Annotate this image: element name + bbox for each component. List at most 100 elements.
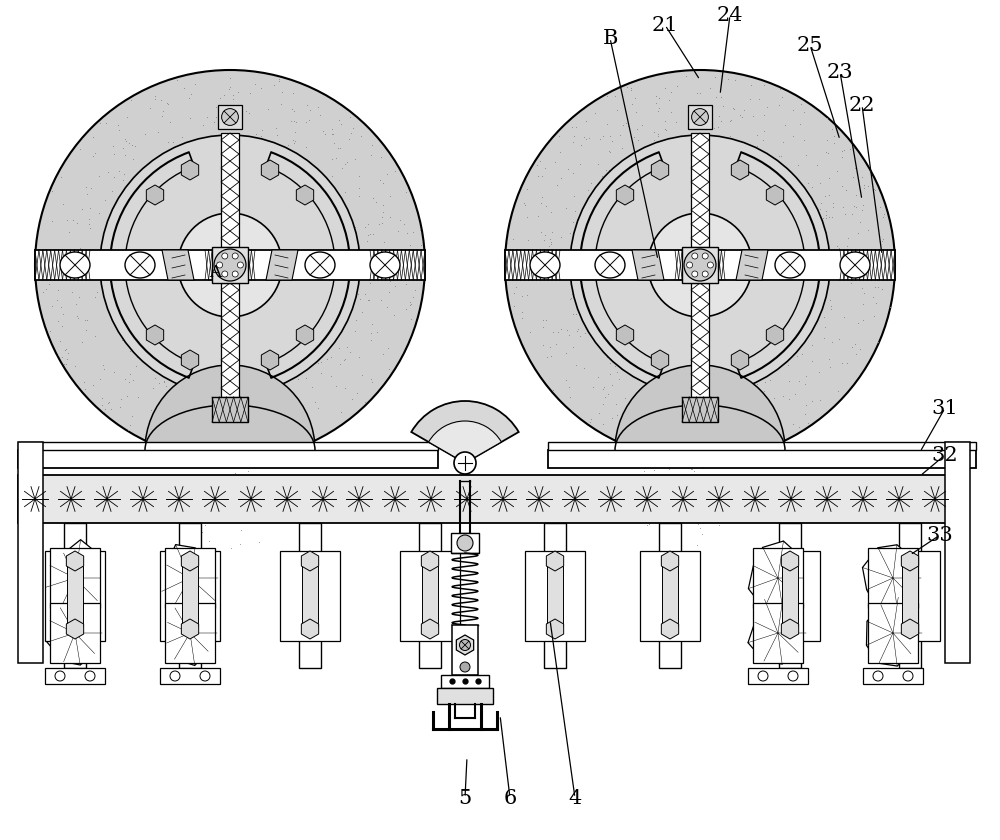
- Point: [665, 143, 681, 156]
- Point: [675, 448, 691, 461]
- Point: [757, 274, 773, 287]
- Point: [674, 294, 690, 307]
- Point: [704, 258, 720, 271]
- Point: [664, 372, 680, 386]
- Point: [115, 173, 131, 186]
- Point: [153, 302, 169, 316]
- Point: [686, 287, 702, 301]
- Point: [582, 218, 598, 232]
- Point: [145, 205, 161, 218]
- Point: [692, 241, 708, 255]
- Point: [747, 262, 763, 276]
- Text: 31: 31: [932, 398, 958, 417]
- Point: [390, 223, 406, 237]
- Point: [649, 195, 665, 208]
- Point: [639, 518, 655, 532]
- Point: [651, 324, 667, 338]
- Point: [160, 232, 176, 245]
- Bar: [452, 625, 478, 675]
- Point: [785, 255, 801, 268]
- Point: [223, 290, 239, 303]
- Point: [633, 154, 649, 167]
- Point: [201, 534, 217, 548]
- Point: [279, 317, 295, 330]
- Point: [92, 372, 108, 386]
- Point: [612, 129, 628, 142]
- Point: [221, 328, 237, 341]
- Point: [274, 280, 290, 293]
- Point: [224, 107, 240, 120]
- Point: [207, 270, 223, 283]
- Polygon shape: [731, 160, 749, 180]
- Point: [209, 311, 225, 324]
- Point: [364, 318, 380, 331]
- Point: [193, 359, 209, 372]
- Point: [688, 265, 704, 278]
- Point: [604, 308, 620, 322]
- Point: [405, 291, 421, 304]
- Point: [282, 353, 298, 366]
- Point: [228, 268, 244, 281]
- Point: [781, 223, 797, 237]
- Point: [234, 262, 250, 276]
- Point: [236, 228, 252, 241]
- Point: [260, 152, 276, 165]
- Point: [172, 276, 188, 290]
- Point: [710, 423, 726, 436]
- Point: [234, 311, 250, 324]
- Point: [674, 266, 690, 280]
- Point: [382, 210, 398, 223]
- Point: [730, 496, 746, 509]
- Point: [653, 412, 669, 426]
- Polygon shape: [616, 185, 634, 205]
- Point: [242, 353, 258, 366]
- Point: [260, 375, 276, 389]
- Point: [794, 348, 810, 361]
- Point: [688, 347, 704, 360]
- Point: [281, 218, 297, 231]
- Point: [730, 171, 746, 185]
- Point: [673, 253, 689, 266]
- Point: [777, 273, 793, 286]
- Point: [584, 203, 600, 217]
- Point: [709, 274, 725, 287]
- Point: [689, 250, 705, 264]
- Point: [625, 359, 641, 372]
- Point: [740, 233, 756, 246]
- Point: [310, 101, 326, 114]
- Point: [662, 444, 678, 458]
- Point: [707, 71, 723, 84]
- Point: [202, 155, 218, 169]
- Point: [210, 165, 226, 178]
- Point: [657, 274, 673, 287]
- Point: [244, 259, 260, 272]
- Point: [375, 198, 391, 212]
- Point: [328, 249, 344, 263]
- Point: [281, 398, 297, 412]
- Point: [727, 281, 743, 295]
- Point: [644, 373, 660, 386]
- Point: [719, 229, 735, 243]
- Point: [699, 243, 715, 256]
- Point: [758, 367, 774, 381]
- Point: [183, 87, 199, 101]
- Point: [210, 256, 226, 270]
- Point: [817, 320, 833, 333]
- Point: [846, 251, 862, 265]
- Point: [738, 239, 754, 252]
- Point: [818, 145, 834, 159]
- Point: [609, 325, 625, 339]
- Point: [754, 390, 770, 403]
- Point: [703, 384, 719, 397]
- Point: [174, 318, 190, 332]
- Point: [762, 317, 778, 330]
- Point: [519, 289, 535, 302]
- Point: [632, 155, 648, 169]
- Point: [721, 333, 737, 347]
- Point: [199, 351, 215, 365]
- Point: [627, 92, 643, 105]
- Point: [115, 142, 131, 155]
- Point: [258, 367, 274, 381]
- Point: [642, 290, 658, 303]
- Point: [591, 406, 607, 419]
